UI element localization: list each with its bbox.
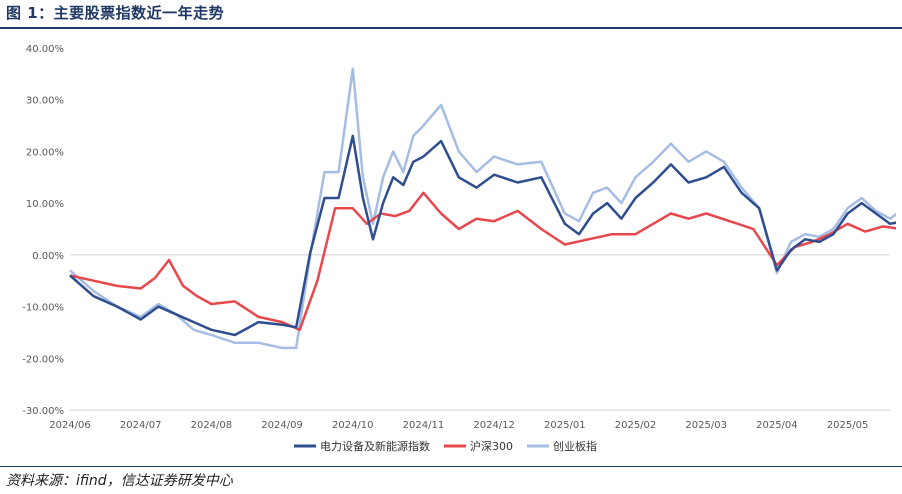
x-tick-label: 2025/04 — [756, 420, 798, 431]
figure-title: 图 1：主要股票指数近一年走势 — [6, 4, 225, 22]
x-tick-label: 2024/12 — [473, 420, 515, 431]
x-axis: 2024/06 2024/07 2024/08 2024/09 2024/10 2024/… — [49, 409, 890, 431]
y-tick-label: -10.00% — [22, 303, 64, 314]
legend-label-chinext: 创业板指 — [553, 439, 597, 453]
x-tick-label: 2024/10 — [332, 420, 374, 431]
x-tick-label: 2024/07 — [120, 420, 162, 431]
x-tick-label: 2025/01 — [544, 420, 586, 431]
y-tick-label: 10.00% — [26, 199, 64, 210]
source-rule — [0, 466, 902, 467]
line-chart: -30.00% -20.00% -10.00% 0.00% 10.00% 20.00% 30… — [22, 44, 902, 453]
y-tick-label: -30.00% — [22, 406, 64, 417]
legend: 电力设备及新能源指数 沪深300 创业板指 — [294, 439, 597, 453]
x-tick-label: 2025/03 — [685, 420, 727, 431]
series-line-power_index — [69, 134, 902, 337]
x-tick-label: 2025/05 — [827, 420, 869, 431]
y-tick-label: 40.00% — [26, 44, 64, 55]
source-note: 资料来源：ifind，信达证券研发中心 — [6, 473, 233, 489]
series-line-chinext — [69, 67, 902, 350]
series-line-hs300 — [69, 191, 901, 332]
y-tick-label: 30.00% — [26, 96, 64, 107]
y-tick-label: 0.00% — [32, 251, 64, 262]
legend-label-hs300: 沪深300 — [470, 439, 513, 453]
x-tick-label: 2024/09 — [261, 420, 303, 431]
title-rule — [0, 27, 902, 29]
x-tick-label: 2025/02 — [615, 420, 657, 431]
y-axis: -30.00% -20.00% -10.00% 0.00% 10.00% 20.00% 30… — [22, 44, 890, 417]
y-tick-label: 20.00% — [26, 147, 64, 158]
x-tick-label: 2024/11 — [403, 420, 445, 431]
chart-area: -30.00% -20.00% -10.00% 0.00% 10.00% 20.00% 30… — [12, 32, 902, 462]
x-tick-label: 2024/06 — [49, 420, 91, 431]
legend-label-power_index: 电力设备及新能源指数 — [320, 439, 430, 453]
x-tick-label: 2024/08 — [191, 420, 233, 431]
y-tick-label: -20.00% — [22, 354, 64, 365]
series-lines — [69, 67, 902, 350]
